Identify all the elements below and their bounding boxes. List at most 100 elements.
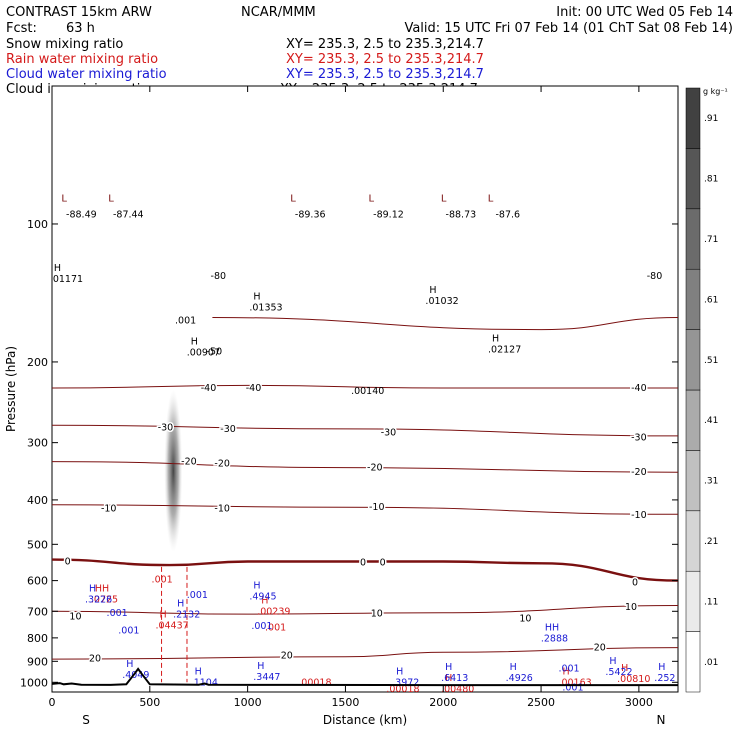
temperature-label-25: 10: [625, 602, 637, 613]
snow-label-value-3: .01353: [249, 303, 282, 314]
snow-label-value-4: .00140: [351, 386, 384, 397]
temperature-label-19: 0: [360, 558, 366, 569]
temperature-label-11: -20: [214, 458, 230, 469]
extremum-value-0: -88.49: [66, 209, 97, 220]
cloud-water-label-marker-5: H: [253, 580, 260, 591]
init-time: Init: 00 UTC Wed 05 Feb 14: [556, 5, 733, 20]
cloud-water-label-value-3: .2132: [173, 609, 200, 620]
y-axis-label: Pressure (hPa): [4, 346, 18, 432]
temperature-label-22: 10: [69, 611, 81, 622]
temperature-label-18: 0: [65, 556, 71, 567]
legend-rain-xy: XY= 235.3, 2.5 to 235.3,214.7: [286, 52, 484, 67]
cloud-water-label-value-7: .2888: [541, 633, 568, 644]
cloud-water-label-value-12: .6413: [441, 673, 468, 684]
extremum-marker-2: L: [290, 193, 296, 204]
rain-label-value-4: .0725: [91, 595, 118, 606]
cloud-water-label-marker-16: H: [609, 656, 616, 667]
y-tick-label-4: 500: [27, 538, 48, 551]
colorbar-swatch-7: [685, 208, 701, 270]
colorbar-label-5: .51: [704, 356, 718, 366]
temperature-contour-6: [52, 605, 678, 615]
rain-label-value-3: .001: [265, 622, 286, 633]
legend-snow-name: Snow mixing ratio: [6, 37, 123, 52]
x-axis-label: Distance (km): [323, 713, 407, 727]
temperature-label-5: -40: [631, 383, 647, 394]
cloud-water-label-marker-13: H: [510, 662, 517, 673]
terrain-line: [52, 667, 678, 687]
y-tick-label-9: 1000: [20, 676, 48, 689]
temperature-label-6: -30: [158, 422, 174, 433]
cloud-water-label-marker-7: HH: [545, 622, 559, 633]
x-tick-label-3: 1500: [331, 696, 359, 709]
rain-label-marker-1: H: [159, 609, 166, 620]
cloud-water-label-marker-3: H: [177, 598, 184, 609]
y-tick-label-1: 200: [27, 356, 48, 369]
colorbar-swatch-3: [685, 450, 701, 512]
y-tick-label-2: 300: [27, 437, 48, 450]
extremum-value-4: -88.73: [446, 209, 477, 220]
cloud-water-label-marker-12: H: [445, 662, 452, 673]
y-tick-label-5: 600: [27, 575, 48, 588]
temperature-label-7: -30: [220, 424, 236, 435]
cloud-water-label-marker-8: H: [126, 659, 133, 670]
temperature-label-10: -20: [181, 457, 197, 468]
snow-label-marker-3: H: [253, 292, 260, 303]
rain-label-value-6: .00018: [386, 684, 419, 695]
x-tick-label-0: 0: [49, 696, 56, 709]
legend-cloud-water-name: Cloud water mixing ratio: [6, 67, 167, 82]
temperature-label-13: -20: [631, 467, 647, 478]
colorbar: .01 .11 .21 .31 .41 .51 .61 .71 .81 .91 g kg⁻¹: [685, 87, 728, 693]
rain-label-value-5: .00018: [298, 677, 331, 688]
rain-label-marker-4: HH: [95, 584, 109, 595]
snow-label-value-5: .01032: [425, 296, 458, 307]
temperature-label-1: -80: [647, 271, 663, 282]
extremum-value-1: -87.44: [113, 209, 144, 220]
temperature-label-15: -10: [214, 504, 230, 515]
temperature-label-0: -80: [211, 271, 227, 282]
cloud-water-label-value-17: .252: [654, 673, 675, 684]
extremum-value-5: -87.6: [496, 209, 521, 220]
temperature-contour-2: [52, 424, 678, 437]
temperature-label-14: -10: [101, 504, 117, 515]
extremum-marker-4: L: [441, 193, 447, 204]
model-title: CONTRAST 15km ARW: [6, 5, 152, 20]
x-tick-label-4: 2000: [429, 696, 457, 709]
colorbar-label-4: .41: [704, 416, 718, 426]
cloud-water-label-value-0: .3226: [85, 595, 112, 606]
rain-label-marker-2: H: [261, 595, 268, 606]
colorbar-label-1: .11: [704, 597, 718, 607]
endpoint-right: N: [657, 713, 666, 727]
cloud-water-label-value-1: .001: [107, 608, 128, 619]
cloud-water-label-value-10: .3447: [253, 672, 280, 683]
rain-label-value-9: .00810: [617, 674, 650, 685]
temperature-label-4: -40: [246, 383, 262, 394]
temperature-label-17: -10: [631, 510, 647, 521]
temperature-label-8: -30: [381, 427, 397, 438]
snow-label-value-0: .01171: [50, 274, 83, 285]
x-tick-label-5: 2500: [527, 696, 555, 709]
colorbar-swatch-8: [685, 148, 701, 210]
extremum-value-3: -89.12: [373, 209, 404, 220]
temperature-label-24: 10: [519, 613, 531, 624]
cloud-water-label-marker-10: H: [257, 661, 264, 672]
fcst-label: Fcst:: [6, 21, 37, 36]
temperature-label-12: -20: [367, 463, 383, 474]
rain-label-value-1: .04437: [155, 620, 188, 631]
temperature-label-16: -10: [369, 502, 385, 513]
rain-label-marker-8: H: [562, 666, 569, 677]
snow-label-marker-5: H: [429, 285, 436, 296]
legend-snow-xy: XY= 235.3, 2.5 to 235.3,214.7: [286, 37, 484, 52]
cloud-water-label-marker-17: H: [658, 662, 665, 673]
y-tick-label-8: 900: [27, 655, 48, 668]
colorbar-label-0: .01: [704, 658, 718, 668]
cloud-water-label-value-14: .001: [558, 664, 579, 675]
rain-label-marker-9: H: [621, 663, 628, 674]
cloud-water-label-value-15: .001: [562, 682, 583, 693]
temperature-label-27: 20: [281, 651, 293, 662]
colorbar-swatch-4: [685, 389, 701, 451]
colorbar-swatch-2: [685, 510, 701, 572]
cloud-water-label-value-4: .001: [187, 590, 208, 601]
temperature-contour-4: [52, 504, 678, 515]
snow-label-marker-6: H: [492, 333, 499, 344]
plot-layer: -80 -80 -50 -40 -40 -40 -30 -30 -30 -30 -20 -20 -20 -…: [50, 193, 678, 695]
